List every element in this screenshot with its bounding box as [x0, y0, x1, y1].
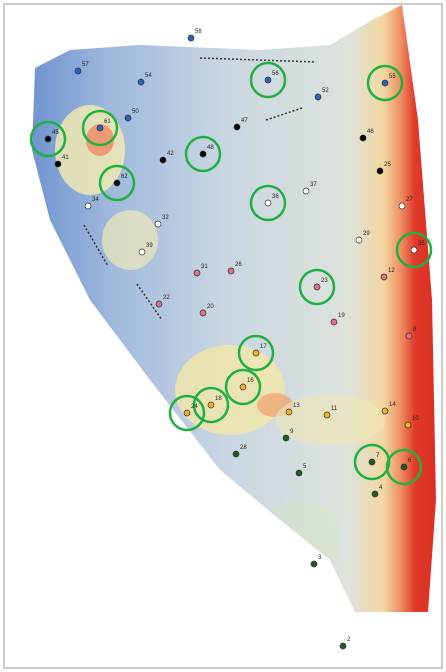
point	[401, 464, 407, 470]
point-label: 2	[347, 637, 351, 643]
point-label: 26	[235, 262, 242, 268]
point	[188, 35, 194, 41]
point-label: 37	[310, 182, 317, 188]
point	[194, 270, 200, 276]
point	[399, 203, 405, 209]
point-label: 22	[163, 295, 170, 301]
point-label: 28	[240, 445, 247, 451]
point	[45, 136, 51, 142]
point	[265, 77, 271, 83]
point	[314, 284, 320, 290]
point-label: 29	[363, 231, 370, 237]
point	[85, 203, 91, 209]
point	[234, 124, 240, 130]
point	[340, 643, 346, 649]
point	[228, 268, 234, 274]
point-label: 11	[331, 406, 338, 412]
point-label: 58	[195, 29, 202, 35]
point	[381, 274, 387, 280]
point-label: 41	[62, 155, 69, 161]
point-label: 17	[260, 344, 267, 350]
point-label: 14	[389, 402, 396, 408]
point	[356, 237, 362, 243]
point-label: 19	[338, 313, 345, 319]
point	[265, 200, 271, 206]
point-label: 47	[241, 118, 248, 124]
point	[369, 459, 375, 465]
point	[377, 168, 383, 174]
point-label: 36	[272, 194, 279, 200]
point	[406, 333, 412, 339]
point	[156, 301, 162, 307]
point-label: 25	[384, 162, 391, 168]
point	[55, 161, 61, 167]
point	[200, 310, 206, 316]
point-label: 23	[321, 278, 328, 284]
point	[200, 151, 206, 157]
point-label: 52	[322, 88, 329, 94]
point-label: 32	[162, 215, 169, 221]
point-label: 24	[191, 404, 198, 410]
map: 58 57 54 56 55 52 50 61 45 47 46 42 48 41 62 25 36 37 34 27…	[0, 0, 446, 672]
point-label: 62	[121, 174, 128, 180]
point	[160, 157, 166, 163]
point	[411, 247, 417, 253]
point-label: 39	[146, 243, 153, 249]
point	[331, 319, 337, 325]
point	[114, 180, 120, 186]
point	[324, 412, 330, 418]
point	[286, 409, 292, 415]
point-label: 27	[406, 197, 413, 203]
point	[303, 188, 309, 194]
point	[283, 435, 289, 441]
point-label: 50	[132, 109, 139, 115]
point	[372, 491, 378, 497]
point	[155, 221, 161, 227]
point	[139, 249, 145, 255]
point	[184, 410, 190, 416]
point-label: 13	[293, 403, 300, 409]
point-label: 16	[247, 378, 254, 384]
point-label: 34	[92, 197, 99, 203]
point	[311, 561, 317, 567]
surface	[0, 0, 446, 672]
point	[360, 135, 366, 141]
point	[296, 470, 302, 476]
point-label: 56	[272, 71, 279, 77]
point-label: 42	[167, 151, 174, 157]
point-label: 48	[207, 145, 214, 151]
point-label: 54	[145, 73, 152, 79]
point-label: 35	[418, 241, 425, 247]
point-label: 55	[389, 74, 396, 80]
point-label: 20	[207, 304, 214, 310]
point	[253, 350, 259, 356]
point-label: 46	[367, 129, 374, 135]
point	[138, 79, 144, 85]
point-label: 10	[412, 416, 419, 422]
point-label: 18	[215, 396, 222, 402]
point	[405, 422, 411, 428]
point	[382, 408, 388, 414]
point-label: 3	[318, 555, 322, 561]
point	[382, 80, 388, 86]
point	[75, 68, 81, 74]
point	[125, 115, 131, 121]
point-label: 57	[82, 62, 89, 68]
point	[240, 384, 246, 390]
point-label: 61	[104, 119, 111, 125]
point	[315, 94, 321, 100]
point-label: 12	[388, 268, 395, 274]
point-label: 31	[201, 264, 208, 270]
point	[208, 402, 214, 408]
point	[97, 125, 103, 131]
point-label: 45	[52, 130, 59, 136]
point	[233, 451, 239, 457]
